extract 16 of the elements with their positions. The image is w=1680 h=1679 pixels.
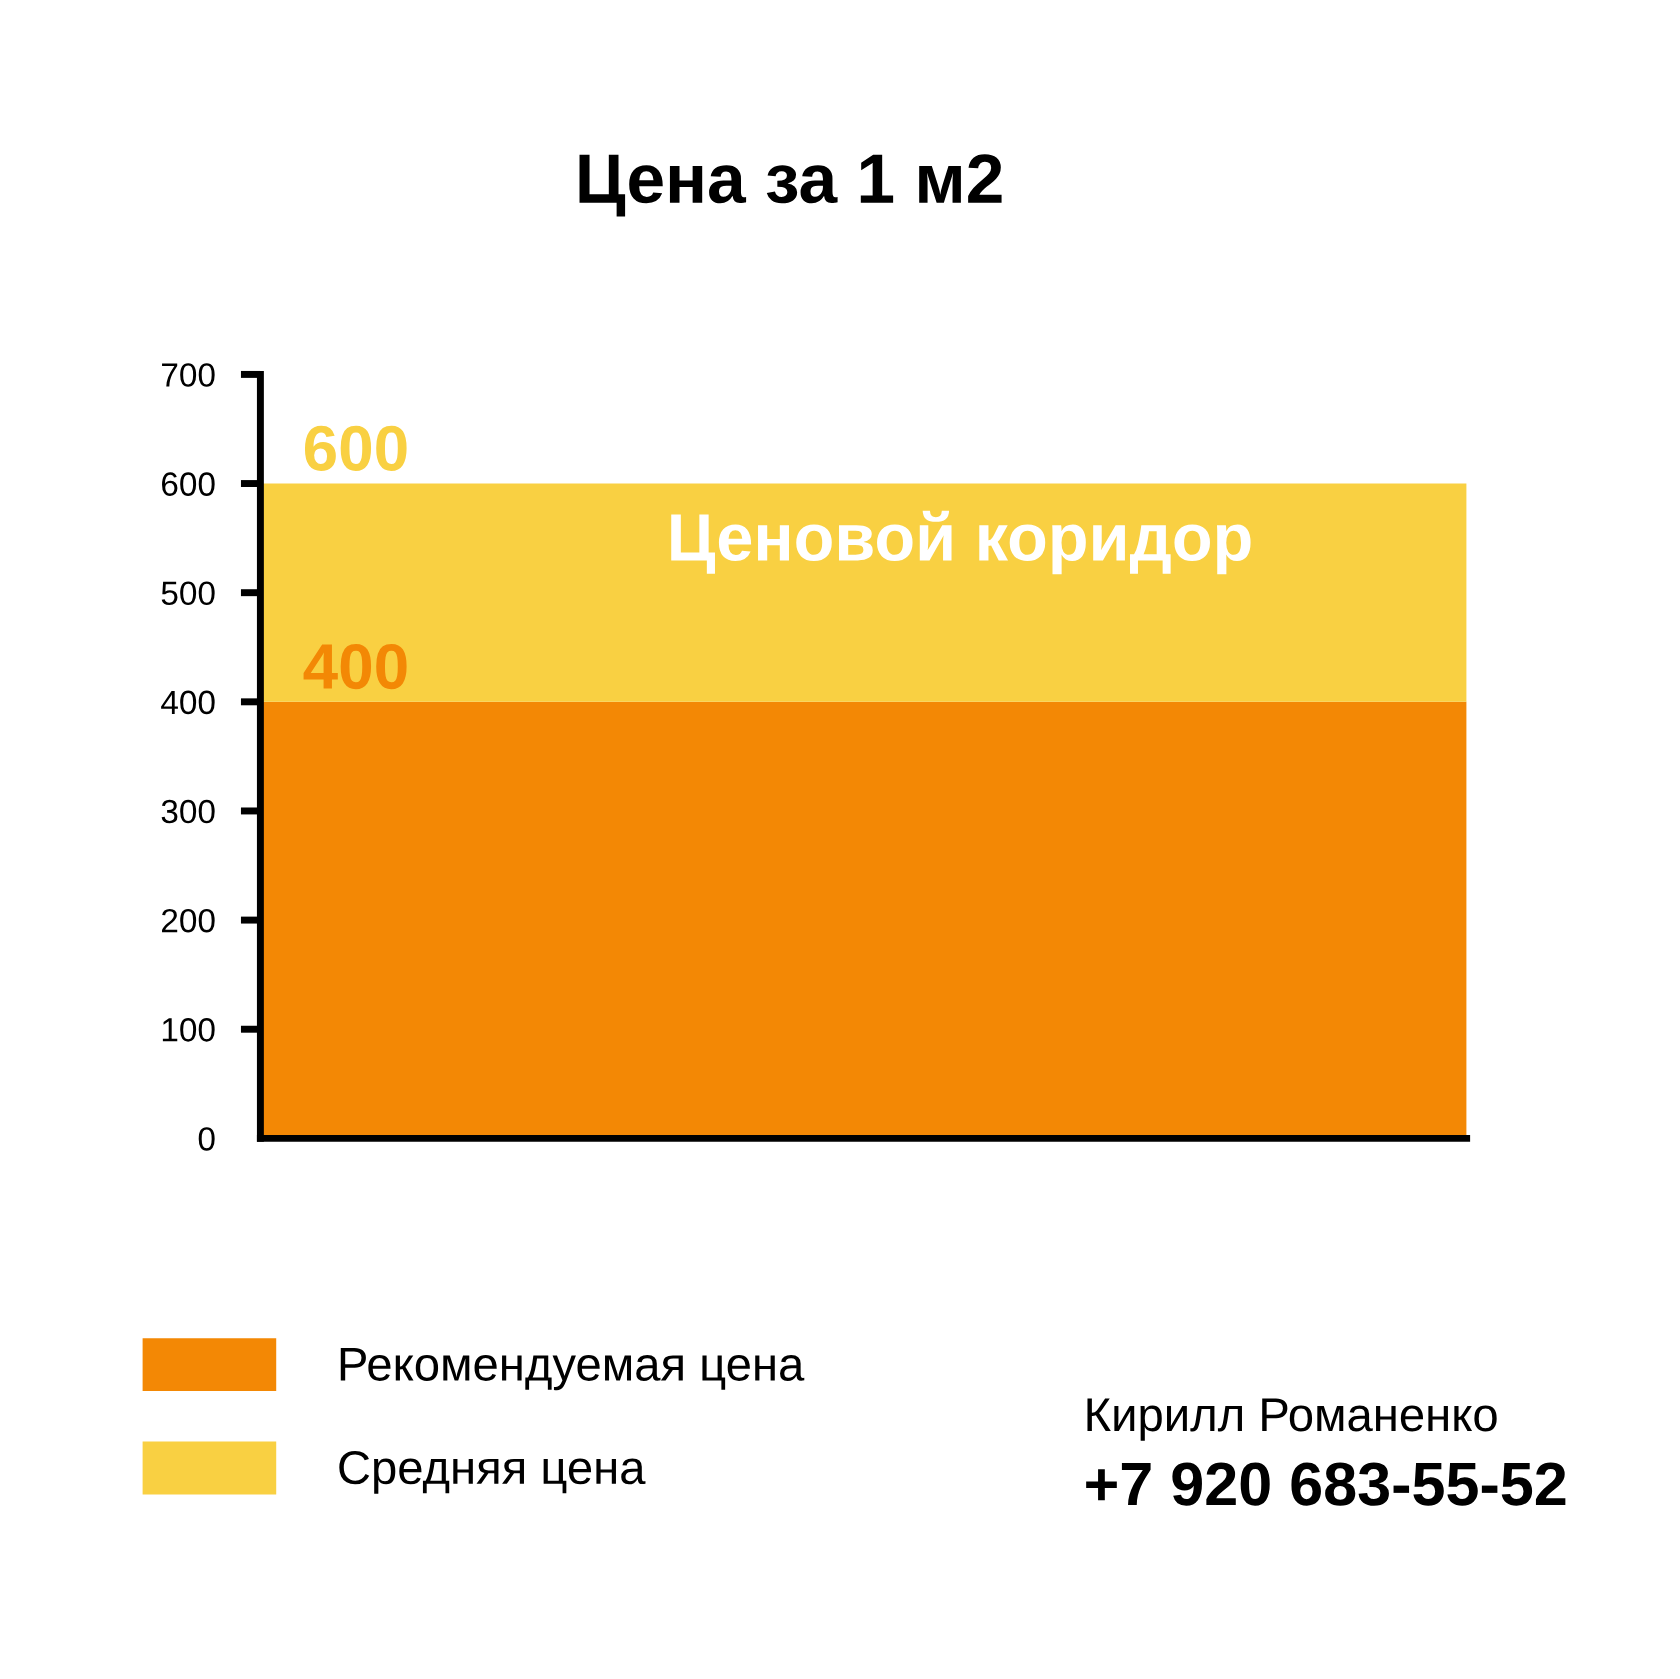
y-tick-label: 500 xyxy=(161,581,215,606)
y-tick-label: 300 xyxy=(161,799,215,824)
y-tick-label: 200 xyxy=(162,908,215,933)
y-tick-label: 0 xyxy=(198,1127,215,1151)
legend-label: Рекомендуемая цена xyxy=(340,1347,805,1391)
y-tick-label: 700 xyxy=(162,363,215,387)
chart-title: Цена за 1 м2 xyxy=(579,154,1002,217)
y-tick-label: 400 xyxy=(161,690,215,715)
text: Кирилл Романенко xyxy=(1087,1398,1497,1441)
y-tick-label: 600 xyxy=(162,472,215,496)
legend-label: Средняя цена xyxy=(339,1450,646,1494)
data-label: 400 xyxy=(303,643,407,690)
text: +7 920 683-55-52 xyxy=(1086,1462,1566,1506)
total-label: 600 xyxy=(304,425,407,471)
y-tick-label: 100 xyxy=(162,1018,215,1042)
annotation: Ценовой коридор xyxy=(671,510,1251,575)
